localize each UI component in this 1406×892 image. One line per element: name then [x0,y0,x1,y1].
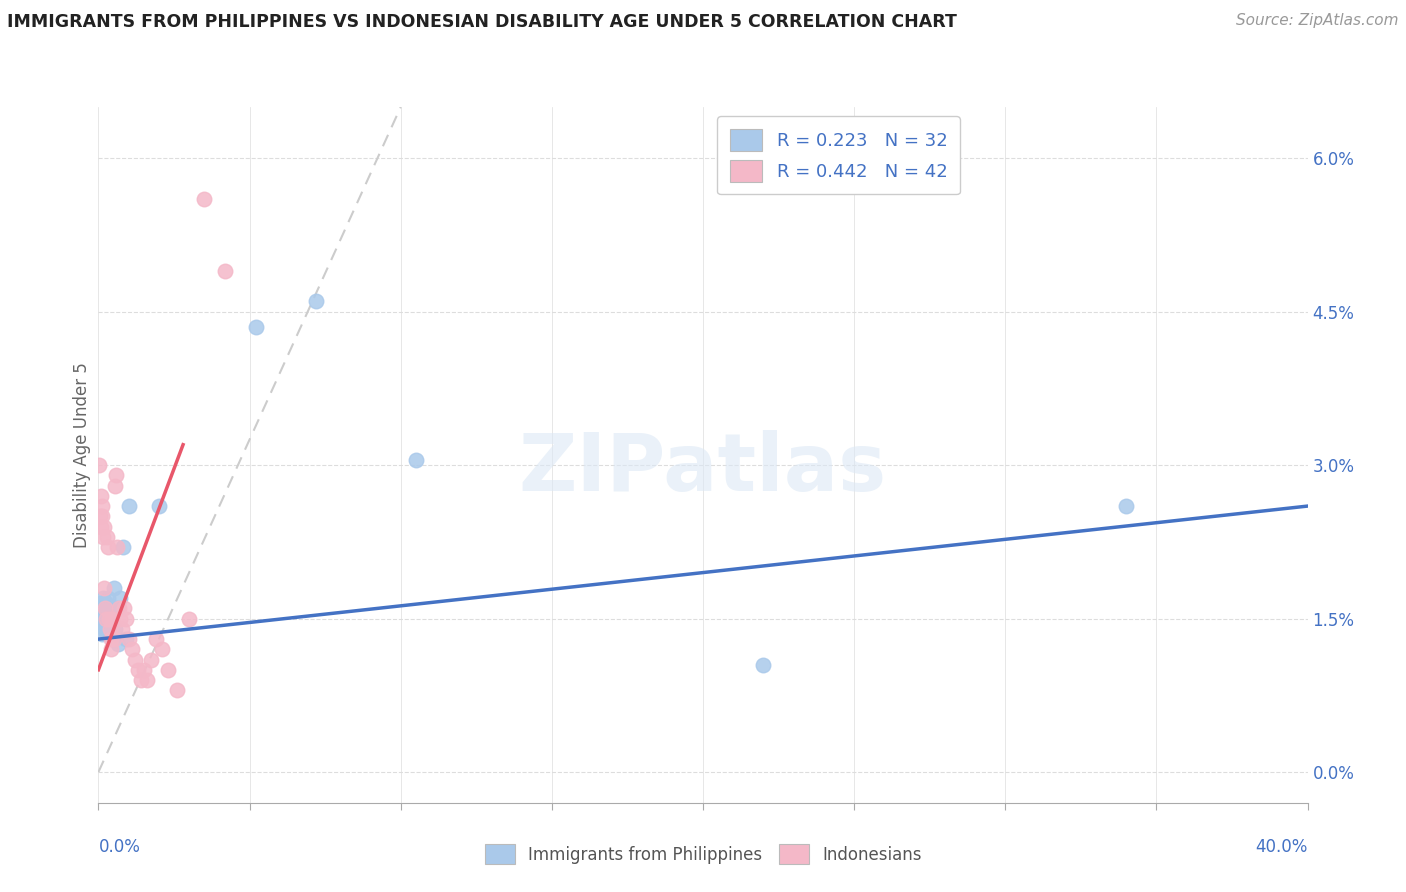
Point [90,616,112,631]
Point [96,607,118,621]
Point [93,622,115,636]
Point [132,663,155,677]
Point [101,612,124,626]
Point [141,652,163,666]
Point [111,540,134,554]
Point [94,596,117,610]
Point [166,683,188,698]
Point [89,607,111,621]
Point [100,642,122,657]
Point [91,530,114,544]
Point [107,637,129,651]
Point [98,616,121,631]
Point [96,530,118,544]
Point [305,294,328,309]
Point [101,607,124,621]
Point [135,673,157,687]
Point [91,601,114,615]
Point [97,591,120,606]
Point [405,453,427,467]
Point [90,489,112,503]
Point [87,458,110,472]
Point [1115,499,1137,513]
Point [97,612,120,626]
Point [105,601,128,615]
Point [127,663,149,677]
Legend: Immigrants from Philippines, Indonesians: Immigrants from Philippines, Indonesians [478,838,928,871]
Point [91,591,114,606]
Point [100,627,122,641]
Point [245,320,267,334]
Point [145,632,167,646]
Point [97,540,120,554]
Point [148,499,170,513]
Point [114,632,136,646]
Point [179,612,201,626]
Point [96,627,118,641]
Point [104,478,127,492]
Point [94,612,117,626]
Point [111,622,134,636]
Point [214,264,236,278]
Point [112,601,135,615]
Point [98,622,121,636]
Point [156,663,179,677]
Point [104,468,127,483]
Point [91,509,114,524]
Point [121,642,143,657]
Point [118,499,141,513]
Point [150,642,173,657]
Point [129,673,152,687]
Point [105,540,128,554]
Point [115,612,138,626]
Point [93,612,115,626]
Text: 40.0%: 40.0% [1256,838,1308,856]
Text: ZIPatlas: ZIPatlas [519,430,887,508]
Point [752,657,775,672]
Point [108,612,131,626]
Point [100,601,122,615]
Point [93,519,115,533]
Point [90,499,112,513]
Point [94,607,117,621]
Point [94,601,117,615]
Y-axis label: Disability Age Under 5: Disability Age Under 5 [73,362,91,548]
Point [90,627,112,641]
Point [90,596,112,610]
Point [93,581,115,595]
Point [118,632,141,646]
Point [94,616,117,631]
Point [90,519,112,533]
Point [193,192,215,206]
Point [104,622,127,636]
Point [107,601,129,615]
Point [103,581,125,595]
Text: Source: ZipAtlas.com: Source: ZipAtlas.com [1236,13,1399,29]
Text: IMMIGRANTS FROM PHILIPPINES VS INDONESIAN DISABILITY AGE UNDER 5 CORRELATION CHA: IMMIGRANTS FROM PHILIPPINES VS INDONESIA… [7,13,957,31]
Point [124,652,146,666]
Point [108,591,131,606]
Point [100,632,122,646]
Point [103,632,125,646]
Text: 0.0%: 0.0% [98,838,141,856]
Point [89,509,111,524]
